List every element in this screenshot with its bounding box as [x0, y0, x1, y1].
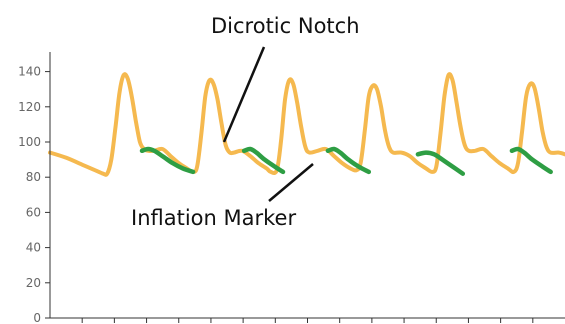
y-tick-layer: 0 20 40 60 80 100 120 140 — [18, 65, 50, 324]
inflation-marker-pointer — [268, 163, 314, 202]
inflation-marker-label: Inflation Marker — [131, 206, 296, 230]
series-layer — [48, 72, 565, 177]
dicrotic-notch-pointer — [222, 46, 266, 143]
y-tick-label: 20 — [26, 276, 41, 290]
inflation-segment-line — [325, 146, 372, 175]
y-tick-label: 100 — [18, 135, 41, 149]
y-tick-label: 60 — [26, 205, 41, 219]
pressure-waveform-line — [48, 72, 565, 177]
y-tick-label: 40 — [26, 241, 41, 255]
y-tick-label: 80 — [26, 170, 41, 184]
y-tick-label: 140 — [18, 65, 41, 79]
y-tick-label: 120 — [18, 100, 41, 114]
inflation-segment-line — [415, 150, 466, 176]
inflation-segment-line — [139, 146, 196, 175]
y-tick-label: 0 — [33, 311, 41, 324]
x-tick-layer — [81, 318, 534, 323]
inflation-segment-line — [509, 146, 553, 175]
dicrotic-notch-label: Dicrotic Notch — [211, 14, 360, 38]
inflation-segment-line — [241, 146, 286, 175]
